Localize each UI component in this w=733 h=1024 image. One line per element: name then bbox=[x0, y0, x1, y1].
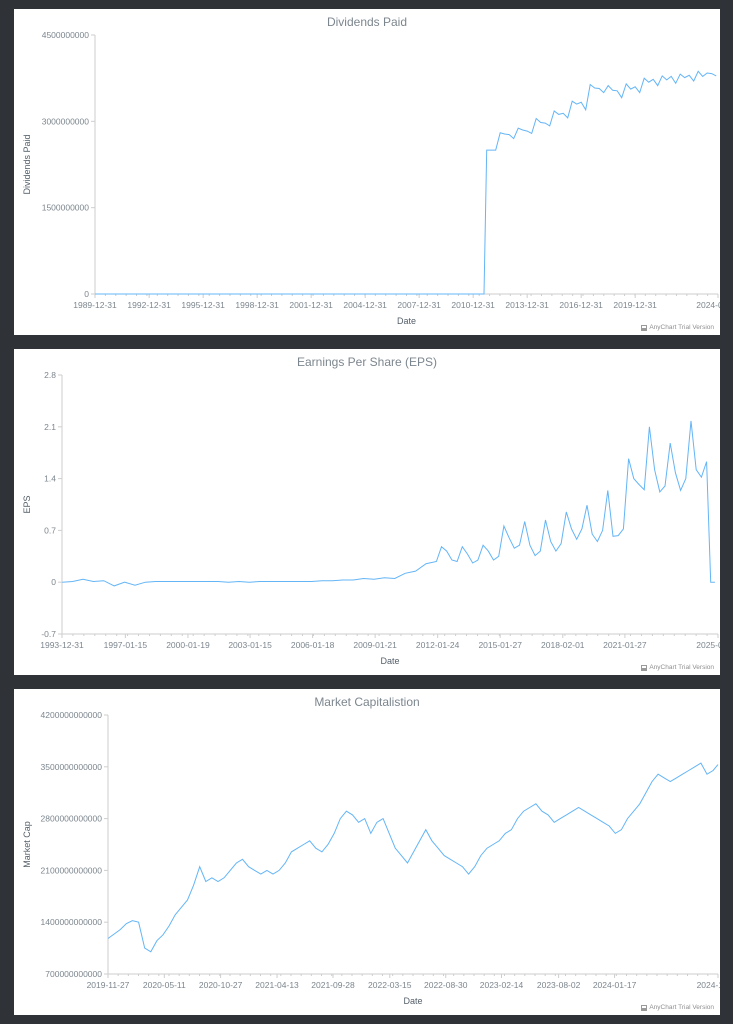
market-cap-chart: Market Capitalistion 700000000000 14000000… bbox=[22, 695, 720, 1006]
y-tick-label: 2100000000000 bbox=[41, 865, 103, 875]
x-tick-label: 2016-12-31 bbox=[559, 300, 603, 310]
x-tick-label: 2020-10-27 bbox=[199, 980, 243, 990]
y-tick-label: 4500000000 bbox=[42, 30, 90, 40]
x-tick-label: 2021-09-28 bbox=[311, 980, 355, 990]
credit-text: AnyChart Trial Version bbox=[649, 664, 714, 671]
x-axis-title: Date bbox=[403, 996, 422, 1006]
y-tick-label: 0 bbox=[51, 577, 56, 587]
x-tick-label: 2007-12-31 bbox=[397, 300, 441, 310]
credit-text: AnyChart Trial Version bbox=[649, 1004, 714, 1011]
market-cap-chart-panel: Market Capitalistion 700000000000 14000000… bbox=[14, 689, 720, 1015]
x-tick-label: 2022-03-15 bbox=[368, 980, 412, 990]
x-tick-label: 2023-02-14 bbox=[480, 980, 524, 990]
series-line[interactable] bbox=[62, 420, 715, 587]
y-tick-label: 3500000000000 bbox=[41, 762, 103, 772]
dividends-chart-panel: Dividends Paid 0 1500000000 3000000000 45000… bbox=[14, 9, 720, 335]
series-line[interactable] bbox=[95, 70, 717, 295]
x-tick-label: 1997-01-15 bbox=[104, 640, 148, 650]
y-axis-title: EPS bbox=[22, 495, 32, 513]
x-tick-label: 1989-12-31 bbox=[73, 300, 117, 310]
x-axis-title: Date bbox=[397, 316, 416, 326]
y-tick-label: 2.8 bbox=[44, 370, 56, 380]
series-line[interactable] bbox=[107, 762, 719, 953]
credit-label[interactable]: AnyChart Trial Version bbox=[641, 664, 714, 671]
x-tick-label: 1998-12-31 bbox=[235, 300, 279, 310]
y-axis-title: Dividends Paid bbox=[22, 134, 32, 194]
y-tick-label: 4200000000000 bbox=[41, 710, 103, 720]
chart-title: Earnings Per Share (EPS) bbox=[297, 355, 437, 369]
x-tick-label: 2015-01-27 bbox=[478, 640, 522, 650]
anychart-logo-icon bbox=[641, 1004, 648, 1011]
x-tick-label: 2021-01-27 bbox=[603, 640, 647, 650]
x-tick-label: 2024-06-30 bbox=[696, 300, 720, 310]
credit-label[interactable]: AnyChart Trial Version bbox=[641, 324, 714, 331]
x-tick-label: 2021-04-13 bbox=[255, 980, 299, 990]
x-tick-label: 2020-05-11 bbox=[143, 980, 186, 990]
y-tick-label: -0.7 bbox=[41, 629, 56, 639]
x-tick-label: 2006-01-18 bbox=[291, 640, 335, 650]
x-tick-label: 2023-08-02 bbox=[537, 980, 581, 990]
x-tick-label: 1995-12-31 bbox=[181, 300, 225, 310]
x-tick-label: 2022-08-30 bbox=[424, 980, 468, 990]
chart-title: Dividends Paid bbox=[327, 15, 407, 29]
x-tick-label: 2003-01-15 bbox=[228, 640, 272, 650]
y-tick-label: 1500000000 bbox=[42, 203, 90, 213]
eps-chart: Earnings Per Share (EPS) -0.7 0 0.7 1.4 2.1 2.… bbox=[22, 355, 720, 666]
y-tick-label: 3000000000 bbox=[42, 116, 90, 126]
y-axis-title: Market Cap bbox=[22, 821, 32, 868]
y-tick-label: 1.4 bbox=[44, 474, 56, 484]
x-tick-label: 2018-02-01 bbox=[541, 640, 585, 650]
x-tick-label: 2024-11-20 bbox=[697, 980, 720, 990]
x-tick-label: 2019-12-31 bbox=[613, 300, 657, 310]
dividends-chart: Dividends Paid 0 1500000000 3000000000 45000… bbox=[22, 15, 720, 326]
x-tick-label: 1993-12-31 bbox=[40, 640, 84, 650]
y-tick-label: 2800000000000 bbox=[41, 814, 103, 824]
x-tick-label: 2001-12-31 bbox=[289, 300, 333, 310]
credit-label[interactable]: AnyChart Trial Version bbox=[641, 1004, 714, 1011]
credit-text: AnyChart Trial Version bbox=[649, 324, 714, 331]
chart-title: Market Capitalistion bbox=[314, 695, 419, 709]
x-tick-label: 2019-11-27 bbox=[87, 980, 130, 990]
y-tick-label: 1400000000000 bbox=[41, 917, 103, 927]
x-tick-label: 2012-01-24 bbox=[416, 640, 460, 650]
y-tick-label: 2.1 bbox=[44, 422, 56, 432]
y-tick-label: 700000000000 bbox=[45, 969, 102, 979]
x-tick-label: 1992-12-31 bbox=[127, 300, 171, 310]
x-axis-title: Date bbox=[380, 656, 399, 666]
eps-chart-panel: Earnings Per Share (EPS) -0.7 0 0.7 1.4 2.1 2.… bbox=[14, 349, 720, 675]
y-tick-label: 0 bbox=[84, 289, 89, 299]
anychart-logo-icon bbox=[641, 664, 648, 671]
x-tick-label: 2004-12-31 bbox=[343, 300, 387, 310]
x-tick-label: 2025-07-31 bbox=[696, 640, 720, 650]
x-tick-label: 2009-01-21 bbox=[353, 640, 397, 650]
anychart-logo-icon bbox=[641, 324, 648, 331]
x-tick-label: 2000-01-19 bbox=[166, 640, 210, 650]
x-tick-label: 2013-12-31 bbox=[505, 300, 549, 310]
x-tick-label: 2010-12-31 bbox=[451, 300, 495, 310]
x-tick-label: 2024-01-17 bbox=[593, 980, 637, 990]
y-tick-label: 0.7 bbox=[44, 525, 56, 535]
